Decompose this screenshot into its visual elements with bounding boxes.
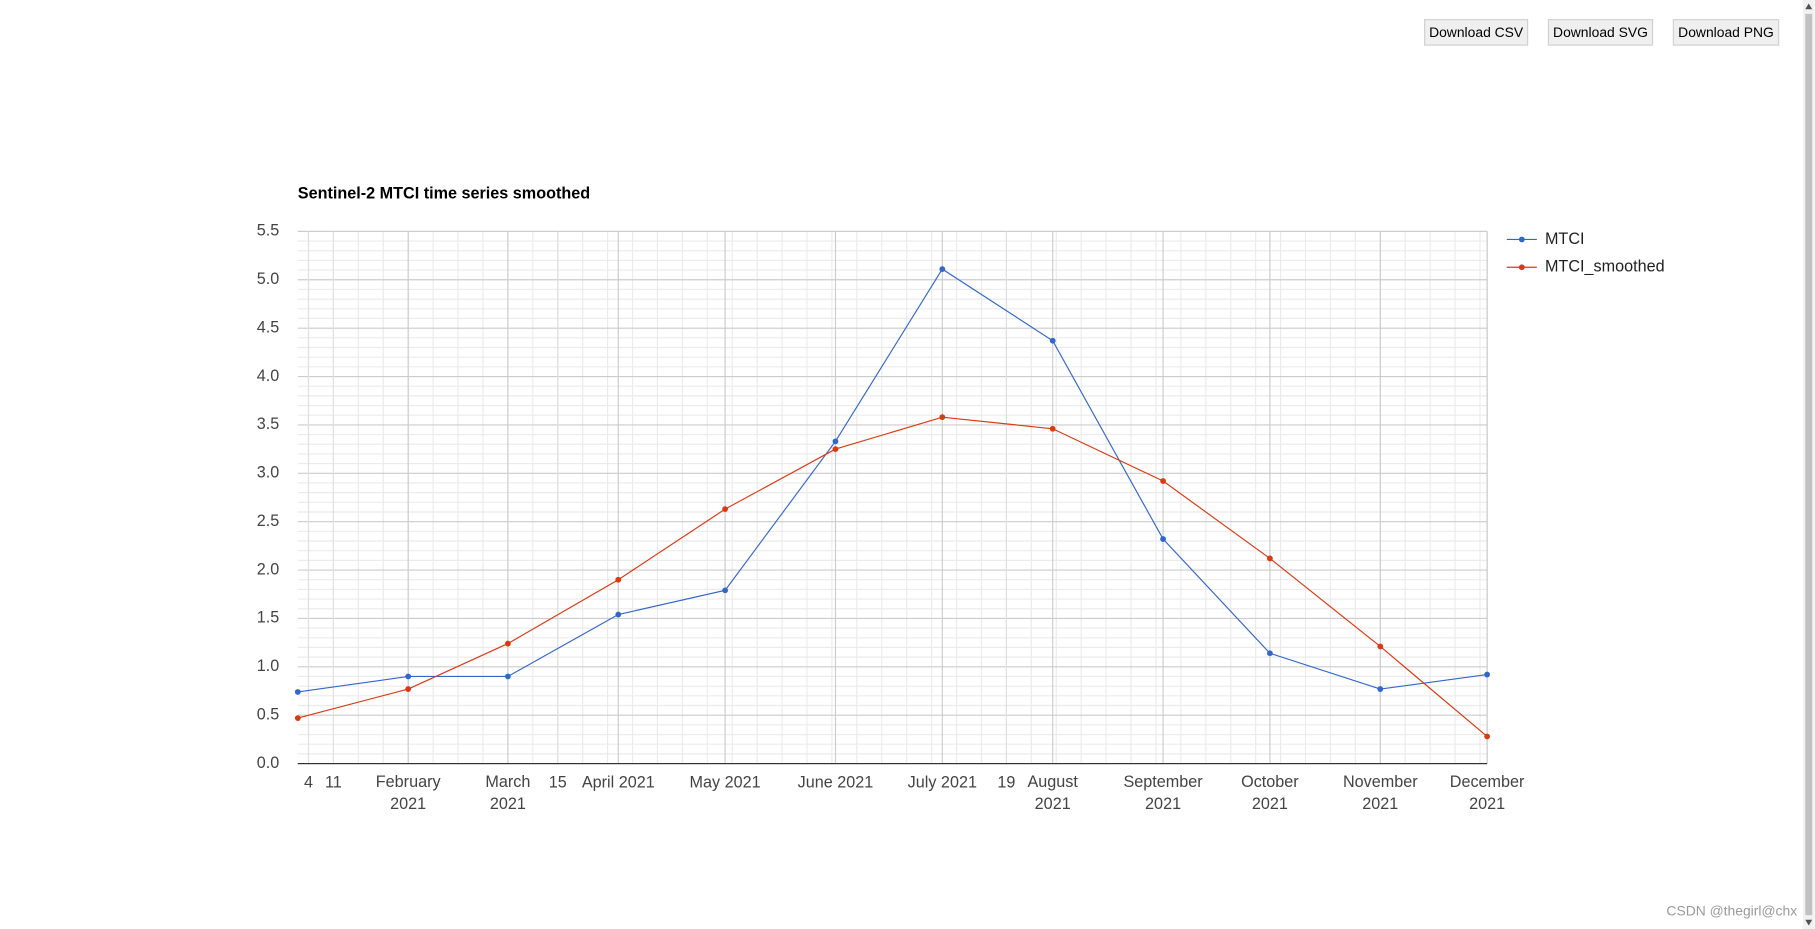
data-point [294,689,301,695]
data-point [722,587,728,594]
x-tick-label: July 2021 [908,774,977,792]
series-line [297,268,1488,693]
legend-label: MTCI [1545,230,1585,248]
data-point [615,576,622,583]
y-tick-label: 3.0 [257,464,280,482]
scroll-down-arrow[interactable] [1805,919,1813,926]
download-button[interactable]: Download PNG [1672,19,1780,46]
data-point [405,686,412,692]
data-point [1160,536,1166,542]
x-tick-label: May 2021 [690,774,761,792]
y-tick-label: 2.0 [257,560,280,578]
data-point [294,715,301,721]
data-point [1377,686,1384,692]
button-frame [1424,19,1529,46]
x-tick-label: December 2021 [1450,774,1525,814]
data-point [832,438,839,445]
x-tick-label: 19 [997,774,1015,792]
y-tick-label: 2.5 [257,512,280,530]
y-tick-label: 5.5 [257,222,280,240]
grid [297,230,1488,765]
data-point [1377,643,1384,650]
y-tick-label: 1.0 [257,657,280,675]
data-point [722,506,728,512]
y-tick-label: 4.5 [257,318,280,336]
y-tick-label: 1.5 [257,609,280,627]
x-tick-label: August 2021 [1027,774,1078,814]
chart-title: Sentinel-2 MTCI time series smoothed [298,185,590,203]
data-point [1267,555,1273,562]
x-tick-label: April 2021 [582,774,655,792]
button-label: Download PNG [1678,24,1774,40]
data-point [1160,478,1166,484]
y-tick-label: 3.5 [257,415,280,433]
legend-swatch-dot [1518,264,1525,271]
scrollbar-thumb[interactable] [1805,13,1813,916]
data-point [1267,650,1273,657]
data-point [1049,425,1056,432]
y-tick-label: 4.0 [257,367,280,385]
y-tick-label: 0.5 [257,705,280,723]
x-tick-label: February 2021 [376,774,442,814]
download-button[interactable]: Download CSV [1424,19,1529,46]
data-point [505,673,511,680]
x-tick-label: June 2021 [798,774,874,792]
legend-label: MTCI_smoothed [1545,258,1665,276]
data-point [832,446,839,452]
x-tick-label: October 2021 [1241,774,1299,814]
x-tick-label: 11 [325,774,342,792]
y-tick-label: 0.0 [257,754,280,772]
data-point [1049,337,1056,344]
data-point [1484,671,1491,678]
series-line [297,416,1488,737]
x-tick-label: 4 [304,774,313,792]
watermark: CSDN @thegirl@chx [1666,902,1797,918]
data-point [405,673,412,680]
x-tick-label: March 2021 [485,774,530,814]
y-tick-label: 5.0 [257,270,280,288]
button-frame [1672,19,1780,46]
data-point [939,266,946,273]
data-point [505,640,511,647]
data-point [1484,733,1491,740]
x-tick-label: September 2021 [1123,774,1203,814]
x-tick-label: 15 [549,774,567,792]
data-point [615,611,622,618]
scroll-up-arrow[interactable] [1805,3,1813,10]
download-button[interactable]: Download SVG [1547,19,1654,46]
button-label: Download CSV [1429,24,1524,40]
x-tick-label: November 2021 [1343,774,1418,814]
button-label: Download SVG [1553,24,1648,40]
data-point [939,414,946,421]
legend-swatch-dot [1518,236,1525,243]
button-frame [1547,19,1654,46]
